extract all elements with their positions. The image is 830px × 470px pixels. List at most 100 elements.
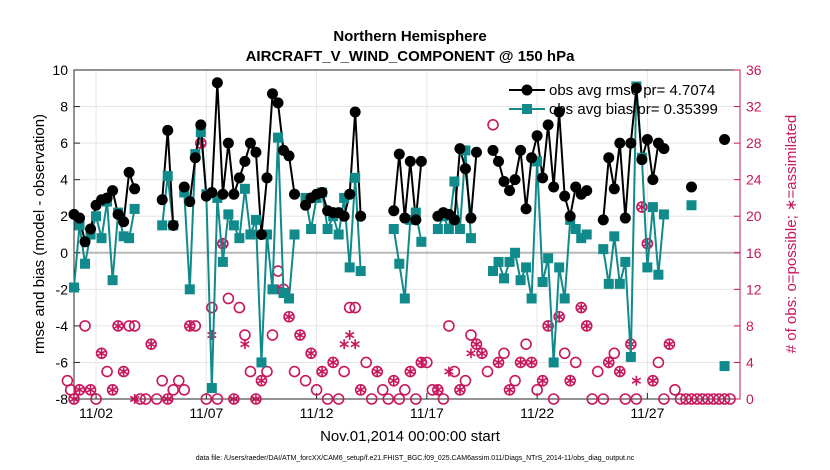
bias-point	[581, 229, 592, 240]
obs-assimilated-stroke	[372, 368, 382, 375]
obs-assimilated-stroke	[185, 322, 195, 330]
bias-point	[658, 209, 669, 220]
bias-point	[250, 214, 261, 225]
x-tick-label: 11/27	[630, 405, 664, 421]
obs-possible-marker	[680, 393, 692, 405]
obs-assimilated-stroke	[582, 322, 592, 330]
obs-assimilated-stroke	[118, 368, 129, 375]
obs-assimilated-stroke	[251, 395, 261, 403]
obs-assimilated-marker	[466, 348, 476, 359]
rmse-point	[239, 155, 251, 167]
obs-assimilated-marker	[339, 339, 349, 350]
obs-possible-marker	[398, 384, 411, 396]
obs-possible-marker	[437, 393, 450, 405]
obs-possible-marker	[79, 320, 91, 332]
obs-assimilated-stroke	[526, 359, 537, 366]
obs-assimilated-marker	[129, 394, 140, 404]
bias-point	[129, 203, 140, 214]
obs-possible-marker	[200, 393, 213, 405]
y-tick-label: 4	[60, 172, 68, 188]
obs-assimilated-marker	[185, 320, 195, 331]
bias-point	[118, 231, 129, 242]
obs-assimilated-marker	[389, 375, 399, 386]
x-tick-label: 11/07	[189, 405, 223, 421]
bias-point	[410, 207, 421, 218]
obs-possible-marker	[332, 393, 345, 405]
right-axis-ticks: 0 4 8 12 16 20 24 28 32 36	[734, 62, 762, 407]
obs-possible-marker	[167, 384, 180, 396]
obs-assimilated-stroke	[339, 340, 349, 348]
bias-point	[515, 275, 526, 286]
obs-assimilated-marker	[256, 375, 267, 386]
rmse-point	[531, 130, 543, 142]
bias-point	[267, 284, 278, 295]
obs-possible-marker	[365, 393, 378, 405]
obs-assimilated-stroke	[229, 395, 239, 403]
obs-possible-marker	[591, 365, 604, 378]
obs-assimilated-stroke	[648, 377, 658, 384]
obs-possible-marker	[696, 393, 709, 405]
obs-possible-marker	[487, 119, 499, 131]
obs-assimilated-marker	[526, 357, 537, 368]
obs-possible-marker	[569, 356, 582, 369]
bias-point	[284, 293, 295, 304]
obs-assimilated-stroke	[207, 331, 217, 339]
rmse-point	[85, 223, 97, 235]
grid	[74, 69, 740, 400]
obs-assimilated-stroke	[256, 377, 267, 384]
obs-assimilated-stroke	[515, 359, 526, 366]
bias-point	[603, 278, 614, 289]
rmse-point	[548, 181, 560, 193]
obs-assimilated-marker	[229, 394, 239, 404]
bias-point	[96, 233, 107, 244]
obs-assimilated-marker	[207, 330, 217, 341]
bias-point	[570, 224, 581, 235]
rmse-point	[233, 172, 245, 184]
obs-possible-marker	[222, 292, 235, 305]
bias-point	[74, 220, 85, 231]
rmse-point	[156, 194, 168, 206]
legend: obs avg rmse pr= 4.7074 obs avg bias pr=…	[509, 82, 718, 118]
rmse-point	[498, 175, 510, 187]
x-tick-label: 11/02	[79, 405, 113, 421]
obs-possible-marker	[619, 393, 632, 405]
obs-assimilated-marker	[515, 357, 526, 368]
rmse-point	[228, 188, 240, 200]
bias-point	[300, 192, 311, 203]
rmse-point	[719, 133, 731, 145]
bias-point	[614, 278, 625, 289]
bias-point	[432, 224, 443, 235]
obs-assimilated-marker	[107, 384, 118, 395]
rmse-point	[222, 137, 234, 149]
y-right-tick-label: 32	[746, 99, 762, 115]
bias-point	[333, 229, 344, 240]
obs-assimilated-marker	[477, 348, 487, 359]
obs-assimilated-marker	[355, 384, 366, 395]
obs-assimilated-stroke	[85, 386, 96, 394]
bias-point	[454, 224, 465, 235]
legend-bias-label: obs avg bias pr= 0.35399	[549, 101, 718, 118]
bias-point	[223, 209, 234, 220]
obs-possible-marker	[713, 393, 725, 405]
obs-assimilated-stroke	[433, 386, 443, 394]
obs-assimilated-stroke	[96, 350, 107, 357]
obs-possible-marker	[343, 301, 356, 314]
bias-point	[559, 293, 570, 304]
obs-possible-marker	[150, 393, 163, 405]
obs-possible-marker	[498, 347, 510, 360]
obs-possible-marker	[321, 393, 334, 405]
rmse-point	[493, 155, 505, 167]
rmse-point	[162, 124, 174, 136]
obs-possible-marker	[691, 393, 703, 405]
rmse-point	[641, 133, 653, 145]
obs-assimilated-stroke	[328, 359, 338, 366]
obs-assimilated-stroke	[317, 368, 327, 375]
y-tick-label: -2	[56, 281, 69, 297]
rmse-point	[217, 188, 229, 200]
obs-possible-marker	[509, 374, 521, 387]
bias-point	[460, 145, 471, 156]
obs-assimilated-marker	[317, 366, 327, 377]
rmse-point	[355, 210, 367, 222]
obs-assimilated-stroke	[615, 368, 625, 375]
bias-point	[548, 357, 559, 368]
